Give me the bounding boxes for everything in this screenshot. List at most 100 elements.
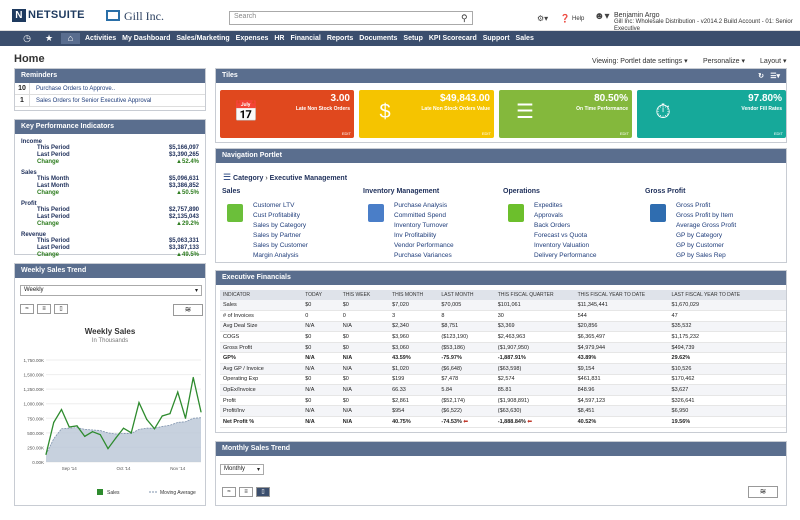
nav-link[interactable]: Cust Profitability <box>253 212 300 219</box>
nav-item-kpi-scorecard[interactable]: KPI Scorecard <box>428 35 477 42</box>
nav-item-my-dashboard[interactable]: My Dashboard <box>122 35 171 42</box>
column-header[interactable]: TODAY <box>302 290 340 300</box>
nav-link[interactable]: Gross Profit by Item <box>676 212 734 219</box>
recent-records-icon[interactable]: ⚙▾ <box>537 14 549 23</box>
column-header[interactable]: LAST FISCAL YEAR TO DATE <box>668 290 786 300</box>
table-row[interactable]: Profit/Inv N/A N/A $954 ($6,522) ($63,630) $8,… <box>220 405 786 418</box>
portlet-date-settings[interactable]: Viewing: Portlet date settings ▾ <box>592 57 688 65</box>
table-row[interactable]: Avg GP / Invoice N/A N/A $1,020 ($6,648) ($63… <box>220 363 786 375</box>
weekly-period-select[interactable]: Weekly ▾ <box>20 285 202 296</box>
nav-item-sales[interactable]: Sales <box>515 35 534 42</box>
nav-item-documents[interactable]: Documents <box>359 35 398 42</box>
table-row[interactable]: Profit $0 $0 $2,861 ($52,174) ($1,908,891) $4,… <box>220 395 786 407</box>
tile-label[interactable]: On Time Performance <box>576 106 628 112</box>
nav-link[interactable]: Sales by Customer <box>253 242 308 249</box>
nav-item-support[interactable]: Support <box>482 35 510 42</box>
nav-link[interactable]: Customer LTV <box>253 202 295 209</box>
table-row[interactable]: Operating Exp $0 $0 $199 $7,478 $2,574 $461,83… <box>220 374 786 386</box>
nav-item-reports[interactable]: Reports <box>326 35 354 42</box>
trend-toggle-icon[interactable]: ≋ <box>173 304 203 316</box>
table-row[interactable]: OpEx/Invoice N/A N/A 66.33 5.84 85.81 848.96 $3… <box>220 384 786 396</box>
reminder-row[interactable]: 10 Purchase Orders to Approve.. <box>15 82 205 95</box>
tile-edit-link[interactable]: EDIT <box>341 131 351 136</box>
kpi-block-title[interactable]: Sales <box>21 170 37 176</box>
nav-link[interactable]: Average Gross Profit <box>676 222 737 229</box>
table-row[interactable]: GP% N/A N/A 43.59% -75.97% -1,887.91% 43.89% 29… <box>220 352 786 365</box>
area-chart-icon[interactable]: ≈ <box>222 487 236 497</box>
refresh-icon[interactable]: ↻ <box>758 73 764 80</box>
column-header[interactable]: THIS FISCAL QUARTER <box>494 290 575 300</box>
search-icon[interactable]: ⚲ <box>461 13 468 23</box>
nav-link[interactable]: Gross Profit <box>676 202 711 209</box>
column-header[interactable]: THIS FISCAL YEAR TO DATE <box>574 290 669 300</box>
kpi-block-title[interactable]: Revenue <box>21 232 47 238</box>
table-row[interactable]: Net Profit % N/A N/A 40.75% -74.53% ⬅ -1,888.… <box>220 416 786 428</box>
user-avatar-icon[interactable]: ☻▾ <box>594 11 610 22</box>
kpi-block-title[interactable]: Income <box>21 139 43 145</box>
column-header[interactable]: THIS MONTH <box>389 290 439 300</box>
nav-link[interactable]: Approvals <box>534 212 563 219</box>
help-link[interactable]: Help <box>572 16 585 22</box>
nav-link[interactable]: Sales by Partner <box>253 232 302 239</box>
nav-link[interactable]: Vendor Performance <box>394 242 454 249</box>
reminder-row[interactable]: 1 Sales Orders for Senior Executive Appr… <box>15 94 205 107</box>
help-icon[interactable]: ❓ <box>560 14 570 23</box>
table-row[interactable]: Avg Deal Size N/A N/A $2,340 $8,751 $3,369 $20… <box>220 321 786 333</box>
table-row[interactable]: Sales $0 $0 $7,020 $70,005 $101,061 $11,345,44… <box>220 300 786 312</box>
column-header[interactable]: INDICATOR <box>220 290 303 300</box>
column-chart-icon[interactable]: ▯ <box>54 304 68 314</box>
nav-link[interactable]: Delivery Performance <box>534 252 597 259</box>
breadcrumb-category[interactable]: Category <box>233 175 264 182</box>
favorites-star-icon[interactable]: ★ <box>44 33 54 43</box>
tile-edit-link[interactable]: EDIT <box>773 131 783 136</box>
nav-link[interactable]: Inventory Valuation <box>534 242 590 249</box>
table-row[interactable]: Gross Profit $0 $0 $3,060 ($53,186) ($1,907,9… <box>220 342 786 354</box>
nav-link[interactable]: Margin Analysis <box>253 252 299 259</box>
bar-list-icon[interactable]: ≡ <box>37 304 51 314</box>
netsuite-logo[interactable]: N NETSUITE <box>12 9 85 22</box>
nav-link[interactable]: GP by Sales Rep <box>676 252 726 259</box>
reminder-link[interactable]: Purchase Orders to Approve.. <box>36 85 116 92</box>
monthly-period-select[interactable]: Monthly ▾ <box>220 464 264 475</box>
reminder-link[interactable]: Sales Orders for Senior Executive Approv… <box>36 97 152 104</box>
nav-link[interactable]: Committed Spend <box>394 212 447 219</box>
area-chart-icon[interactable]: ≈ <box>20 304 34 314</box>
nav-item-activities[interactable]: Activities <box>85 35 117 42</box>
nav-link[interactable]: Purchase Variances <box>394 252 452 259</box>
recent-icon[interactable]: ◷ <box>23 33 31 43</box>
kpi-block-title[interactable]: Profit <box>21 201 37 207</box>
tile-label[interactable]: Late Non Stock Orders Value <box>421 106 490 112</box>
home-icon[interactable]: ⌂ <box>61 33 80 44</box>
tile-edit-link[interactable]: EDIT <box>481 131 491 136</box>
nav-item-expenses[interactable]: Expenses <box>235 35 269 42</box>
nav-link[interactable]: Sales by Category <box>253 222 307 229</box>
table-row[interactable]: COGS $0 $0 $3,960 ($123,190) $2,463,963 $6,365… <box>220 331 786 343</box>
nav-link[interactable]: Expedites <box>534 202 563 209</box>
nav-link[interactable]: Forecast vs Quota <box>534 232 588 239</box>
personalize-menu[interactable]: Personalize ▾ <box>703 57 745 65</box>
tile-late-non-stock-orders[interactable]: 📅 3.00 Late Non Stock Orders EDIT <box>220 90 354 138</box>
column-chart-icon[interactable]: ▯ <box>256 487 270 497</box>
nav-link[interactable]: GP by Customer <box>676 242 724 249</box>
tile-label[interactable]: Vendor Fill Rates <box>741 106 782 112</box>
tile-edit-link[interactable]: EDIT <box>619 131 629 136</box>
tile-late-non-stock-orders-value[interactable]: $ $49,843.00 Late Non Stock Orders Value ED… <box>359 90 494 138</box>
nav-link[interactable]: Inv Profitability <box>394 232 437 239</box>
tile-label[interactable]: Late Non Stock Orders <box>295 106 350 112</box>
column-header[interactable]: LAST MONTH <box>438 290 495 300</box>
layout-menu[interactable]: Layout ▾ <box>760 57 787 65</box>
tile-vendor-fill-rates[interactable]: ⏱ 97.80% Vendor Fill Rates EDIT <box>637 90 786 138</box>
nav-link[interactable]: Back Orders <box>534 222 571 229</box>
nav-item-financial[interactable]: Financial <box>290 35 321 42</box>
global-search-input[interactable]: Search <box>229 11 473 25</box>
nav-item-sales-marketing[interactable]: Sales/Marketing <box>176 35 230 42</box>
nav-item-setup[interactable]: Setup <box>403 35 423 42</box>
menu-icon[interactable]: ☰▾ <box>770 73 780 80</box>
nav-link[interactable]: Inventory Turnover <box>394 222 449 229</box>
bar-list-icon[interactable]: ≡ <box>239 487 253 497</box>
trend-toggle-icon[interactable]: ≋ <box>748 486 778 498</box>
column-header[interactable]: THIS WEEK <box>339 290 390 300</box>
menu-icon[interactable]: ☰ <box>223 172 232 182</box>
nav-link[interactable]: Purchase Analysis <box>394 202 448 209</box>
table-row[interactable]: # of Invoices 0 0 3 8 30 544 47 <box>220 310 786 322</box>
